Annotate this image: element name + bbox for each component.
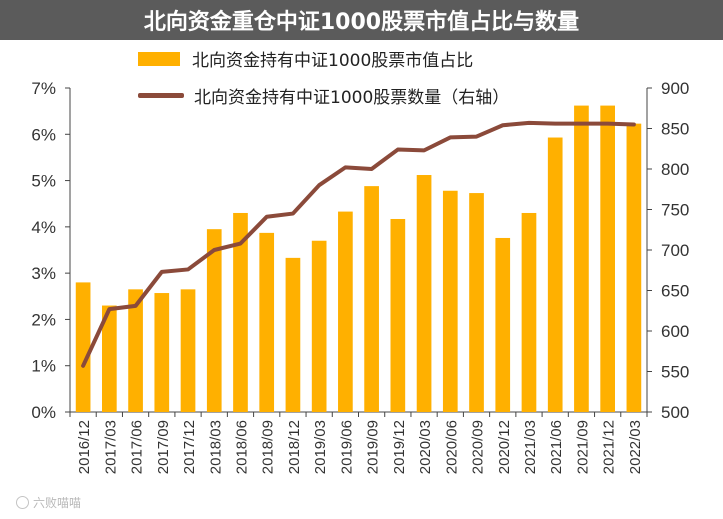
left-tick-label: 5% xyxy=(31,172,56,191)
left-tick-label: 3% xyxy=(31,264,56,283)
x-tick-label: 2017/12 xyxy=(181,420,198,474)
x-tick-label: 2019/12 xyxy=(391,420,408,474)
right-tick-label: 800 xyxy=(661,160,689,179)
right-tick-label: 750 xyxy=(661,201,689,220)
left-tick-label: 4% xyxy=(31,218,56,237)
series-line xyxy=(81,120,636,368)
x-tick-label: 2017/03 xyxy=(102,420,119,474)
x-tick-label: 2017/06 xyxy=(129,420,146,474)
x-tick-label: 2020/03 xyxy=(417,420,434,474)
right-tick-label: 700 xyxy=(661,241,689,260)
x-tick-label: 2016/12 xyxy=(76,420,93,474)
watermark-text: 六败喵喵 xyxy=(33,496,82,510)
chart-title: 北向资金重仓中证1000股票市值占比与数量 xyxy=(0,0,723,40)
left-tick-label: 1% xyxy=(31,357,56,376)
left-tick-label: 7% xyxy=(31,79,56,98)
bar xyxy=(442,190,458,412)
bar xyxy=(311,240,327,412)
bar xyxy=(259,232,275,412)
bar xyxy=(364,186,379,412)
bar xyxy=(101,305,117,412)
legend-swatch-bar xyxy=(138,51,180,66)
left-tick-label: 0% xyxy=(31,403,56,422)
right-tick-label: 500 xyxy=(661,403,689,422)
bar xyxy=(416,175,432,412)
x-tick-label: 2021/03 xyxy=(522,420,539,474)
legend-swatch-line xyxy=(138,93,184,98)
x-tick-label: 2019/03 xyxy=(312,420,329,474)
right-tick-label: 600 xyxy=(661,322,689,341)
bar xyxy=(206,229,222,412)
right-tick-label: 900 xyxy=(661,79,689,98)
bar xyxy=(626,123,642,412)
bar xyxy=(390,218,406,412)
watermark: 六败喵喵 xyxy=(16,494,81,511)
legend-label-bar: 北向资金持有中证1000股票市值占比 xyxy=(192,51,474,71)
legend-item-bar: 北向资金持有中证1000股票市值占比 xyxy=(138,46,473,71)
bar xyxy=(154,293,170,412)
bar xyxy=(180,289,196,412)
bar xyxy=(600,105,616,413)
x-tick-label: 2018/06 xyxy=(233,420,250,474)
legend-item-line: 北向资金持有中证1000股票数量（右轴） xyxy=(138,83,509,108)
legend-label-line: 北向资金持有中证1000股票数量（右轴） xyxy=(194,88,510,108)
bar xyxy=(233,212,248,412)
x-tick-label: 2019/09 xyxy=(365,420,382,474)
bar xyxy=(495,237,511,412)
right-tick-label: 650 xyxy=(661,282,689,301)
bar xyxy=(285,257,301,412)
right-tick-label: 550 xyxy=(661,363,689,382)
bar xyxy=(574,105,589,413)
x-tick-label: 2020/12 xyxy=(496,420,513,474)
watermark-icon xyxy=(16,496,29,509)
bar xyxy=(469,193,484,412)
bar xyxy=(128,289,143,412)
bar xyxy=(338,211,353,412)
bar xyxy=(547,137,563,413)
left-tick-label: 2% xyxy=(31,310,56,329)
x-tick-label: 2021/09 xyxy=(574,420,591,474)
x-tick-label: 2020/06 xyxy=(443,420,460,474)
x-tick-label: 2018/03 xyxy=(207,420,224,474)
left-tick-label: 6% xyxy=(31,125,56,144)
x-tick-label: 2018/12 xyxy=(286,420,303,474)
x-tick-label: 2018/09 xyxy=(260,420,277,474)
right-tick-label: 850 xyxy=(661,120,689,139)
bar xyxy=(75,282,91,412)
x-tick-label: 2017/09 xyxy=(155,420,172,474)
x-tick-label: 2020/09 xyxy=(470,420,487,474)
x-tick-label: 2021/06 xyxy=(548,420,565,474)
x-tick-label: 2022/03 xyxy=(627,420,644,474)
x-tick-label: 2019/06 xyxy=(338,420,355,474)
x-tick-label: 2021/12 xyxy=(601,420,618,474)
bar xyxy=(521,212,537,412)
